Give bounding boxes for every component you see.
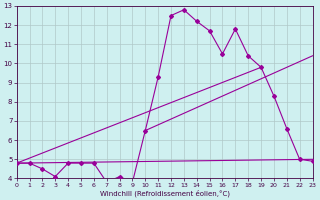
X-axis label: Windchill (Refroidissement éolien,°C): Windchill (Refroidissement éolien,°C) [100, 189, 229, 197]
